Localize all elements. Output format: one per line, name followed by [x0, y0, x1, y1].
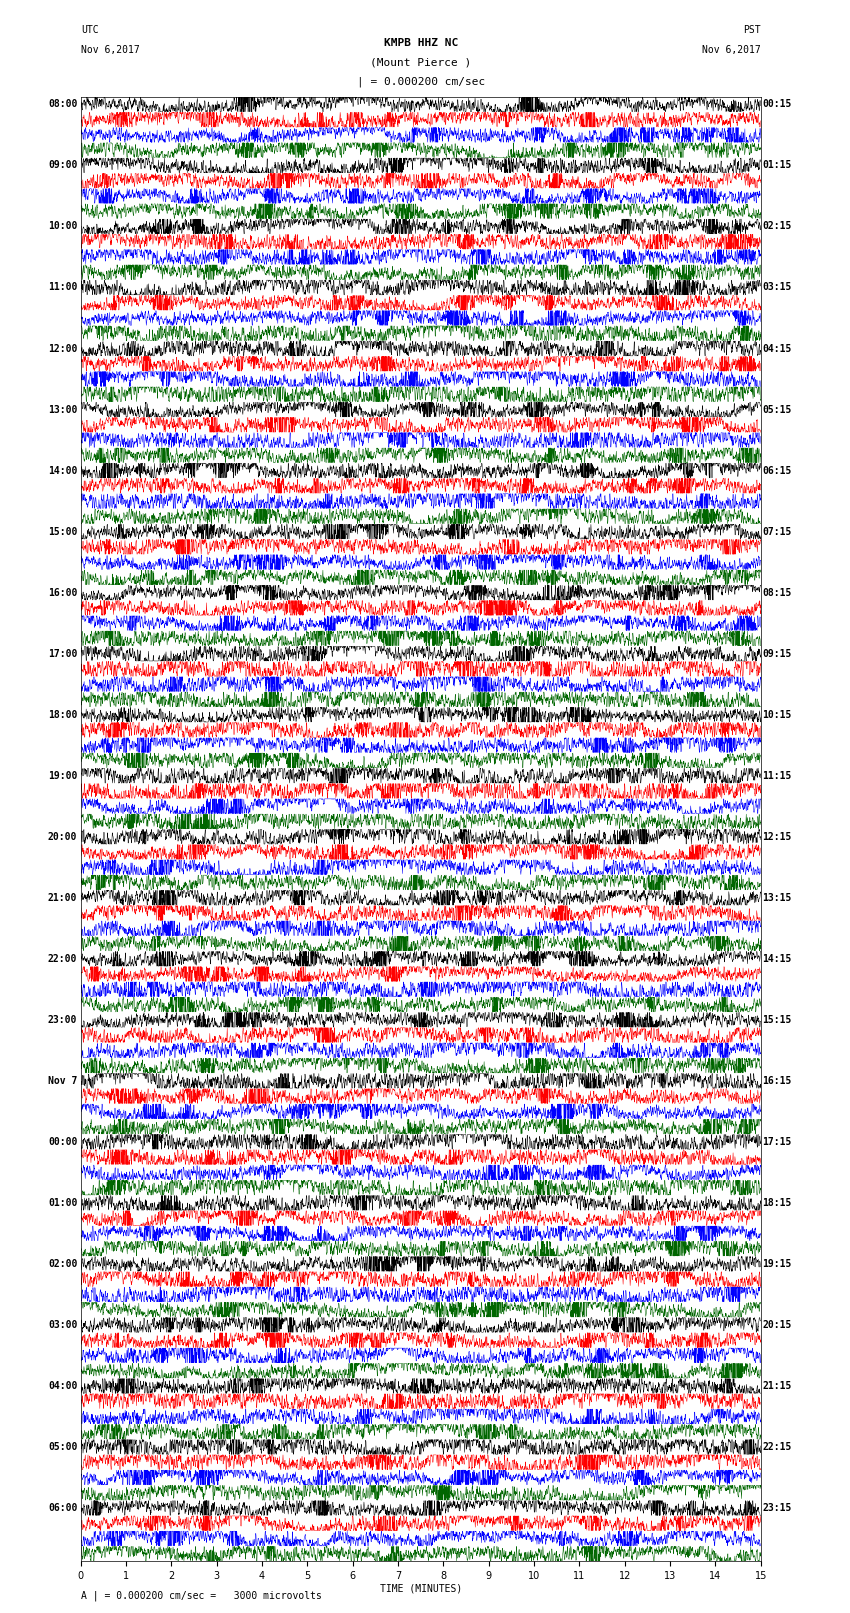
- Text: 05:00: 05:00: [48, 1442, 77, 1452]
- Text: 13:15: 13:15: [762, 892, 791, 903]
- Text: PST: PST: [743, 26, 761, 35]
- Text: 10:00: 10:00: [48, 221, 77, 231]
- Text: (Mount Pierce ): (Mount Pierce ): [370, 58, 472, 68]
- Text: 15:00: 15:00: [48, 526, 77, 537]
- Text: UTC: UTC: [81, 26, 99, 35]
- Text: 08:00: 08:00: [48, 100, 77, 110]
- Text: 20:15: 20:15: [762, 1319, 791, 1329]
- Text: 09:15: 09:15: [762, 648, 791, 658]
- Text: 01:15: 01:15: [762, 160, 791, 171]
- Text: 19:15: 19:15: [762, 1258, 791, 1269]
- Text: 08:15: 08:15: [762, 587, 791, 597]
- Text: 11:15: 11:15: [762, 771, 791, 781]
- Text: 03:15: 03:15: [762, 282, 791, 292]
- Text: 01:00: 01:00: [48, 1198, 77, 1208]
- Text: 00:15: 00:15: [762, 100, 791, 110]
- Text: 15:15: 15:15: [762, 1015, 791, 1024]
- Text: 10:15: 10:15: [762, 710, 791, 719]
- Text: 12:15: 12:15: [762, 832, 791, 842]
- Text: 06:15: 06:15: [762, 466, 791, 476]
- Text: Nov 6,2017: Nov 6,2017: [702, 45, 761, 55]
- Text: 03:00: 03:00: [48, 1319, 77, 1329]
- Text: 17:00: 17:00: [48, 648, 77, 658]
- Text: 20:00: 20:00: [48, 832, 77, 842]
- Text: | = 0.000200 cm/sec: | = 0.000200 cm/sec: [357, 76, 484, 87]
- Text: 13:00: 13:00: [48, 405, 77, 415]
- Text: 02:15: 02:15: [762, 221, 791, 231]
- Text: 14:15: 14:15: [762, 953, 791, 963]
- Text: 22:15: 22:15: [762, 1442, 791, 1452]
- Text: 06:00: 06:00: [48, 1503, 77, 1513]
- Text: 23:00: 23:00: [48, 1015, 77, 1024]
- Text: 14:00: 14:00: [48, 466, 77, 476]
- Text: 16:00: 16:00: [48, 587, 77, 597]
- Text: 17:15: 17:15: [762, 1137, 791, 1147]
- Text: KMPB HHZ NC: KMPB HHZ NC: [383, 39, 458, 48]
- Text: Nov 7: Nov 7: [48, 1076, 77, 1086]
- Text: 21:00: 21:00: [48, 892, 77, 903]
- Text: 23:15: 23:15: [762, 1503, 791, 1513]
- Text: 18:00: 18:00: [48, 710, 77, 719]
- Text: 18:15: 18:15: [762, 1198, 791, 1208]
- Text: 09:00: 09:00: [48, 160, 77, 171]
- Text: 04:00: 04:00: [48, 1381, 77, 1390]
- Text: A | = 0.000200 cm/sec =   3000 microvolts: A | = 0.000200 cm/sec = 3000 microvolts: [81, 1590, 321, 1602]
- Text: 19:00: 19:00: [48, 771, 77, 781]
- Text: 21:15: 21:15: [762, 1381, 791, 1390]
- Text: 22:00: 22:00: [48, 953, 77, 963]
- Text: 05:15: 05:15: [762, 405, 791, 415]
- X-axis label: TIME (MINUTES): TIME (MINUTES): [380, 1584, 462, 1594]
- Text: 07:15: 07:15: [762, 526, 791, 537]
- Text: 11:00: 11:00: [48, 282, 77, 292]
- Text: 12:00: 12:00: [48, 344, 77, 353]
- Text: Nov 6,2017: Nov 6,2017: [81, 45, 139, 55]
- Text: 16:15: 16:15: [762, 1076, 791, 1086]
- Text: 02:00: 02:00: [48, 1258, 77, 1269]
- Text: 04:15: 04:15: [762, 344, 791, 353]
- Text: 00:00: 00:00: [48, 1137, 77, 1147]
